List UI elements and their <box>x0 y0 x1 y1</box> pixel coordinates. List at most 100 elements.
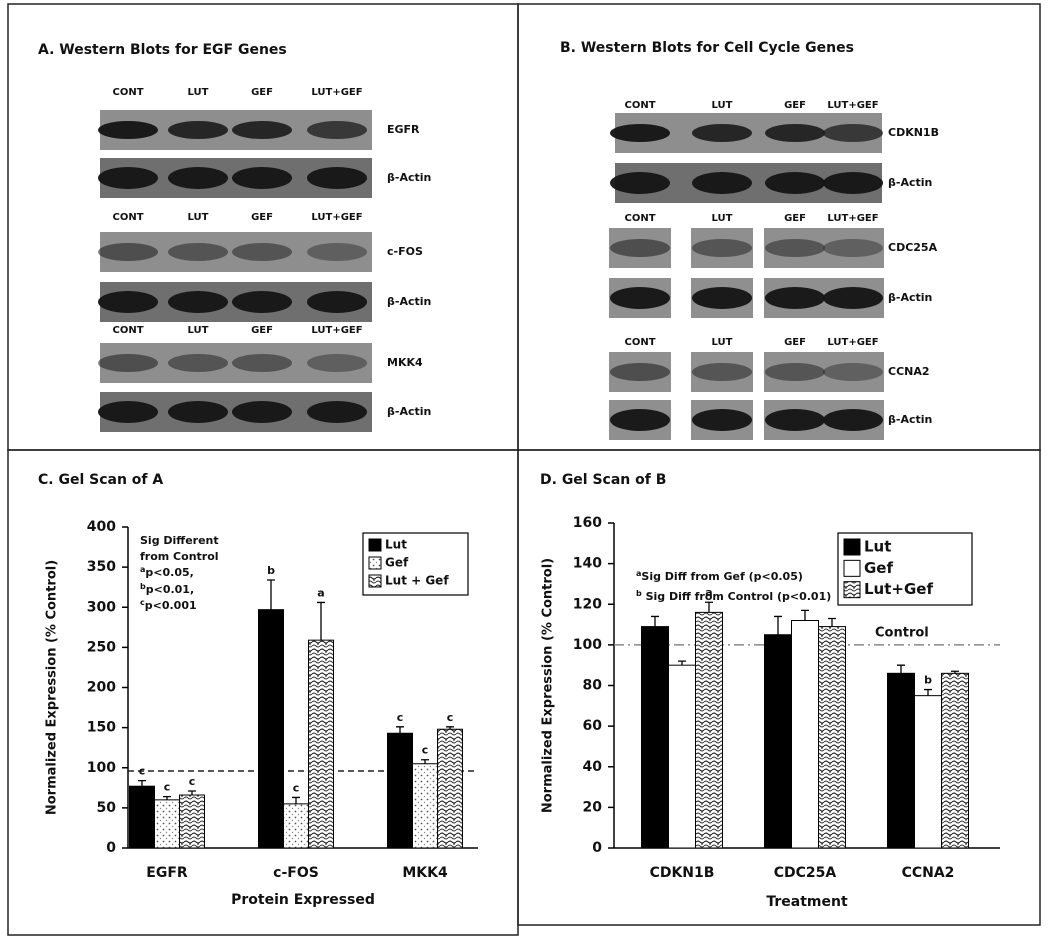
lane-label: LUT+GEF <box>311 87 362 98</box>
blot-band <box>307 401 367 423</box>
blot-band <box>610 409 670 431</box>
protein-label: MKK4 <box>387 356 423 369</box>
protein-label: β-Actin <box>387 171 431 184</box>
x-tick-label: CDC25A <box>774 865 837 881</box>
lane-label: GEF <box>251 325 273 336</box>
blot-band <box>823 172 883 194</box>
y-tick-label: 350 <box>87 559 116 575</box>
blot-band <box>168 354 228 372</box>
bar <box>412 763 438 849</box>
annotation-superscript: c <box>140 598 145 607</box>
blot-band <box>232 243 292 261</box>
bar <box>387 732 413 849</box>
bar <box>154 799 180 849</box>
blot-band <box>98 167 158 189</box>
y-tick-label: 200 <box>87 680 116 696</box>
lane-label: LUT <box>188 87 209 98</box>
blot-band <box>232 121 292 139</box>
blot-band <box>610 239 670 257</box>
annotation: bp<0.01, <box>140 582 194 597</box>
lane-label: LUT <box>188 212 209 223</box>
legend-swatch <box>368 538 382 552</box>
blot-band <box>232 354 292 372</box>
protein-label: β-Actin <box>387 295 431 308</box>
error-bar <box>828 617 836 627</box>
legend-swatch <box>843 559 861 577</box>
y-tick-label: 60 <box>583 718 603 734</box>
blot-lane <box>764 352 826 392</box>
error-bar <box>317 601 325 641</box>
lane-label: CONT <box>624 100 655 111</box>
annotation-superscript: a <box>636 569 641 578</box>
protein-label: β-Actin <box>888 413 932 426</box>
blot-band <box>168 121 228 139</box>
bar <box>791 620 819 849</box>
error-bar <box>774 615 782 635</box>
y-tick-label: 40 <box>583 759 603 775</box>
error-bar <box>801 609 809 621</box>
protein-label: c-FOS <box>387 245 423 258</box>
legend-swatch <box>368 556 382 570</box>
error-bar <box>651 615 659 627</box>
lane-label: LUT <box>712 213 733 224</box>
x-tick-label: CDKN1B <box>650 865 715 881</box>
y-tick-label: 120 <box>573 596 602 612</box>
blot-band <box>765 363 825 381</box>
annotation: cp<0.001 <box>140 598 197 613</box>
bar <box>818 626 846 849</box>
bar <box>129 785 155 849</box>
significance-label: c <box>397 711 404 724</box>
error-bar <box>705 601 713 613</box>
blot-band <box>765 172 825 194</box>
lane-label: CONT <box>112 87 143 98</box>
significance-label: c <box>447 711 454 724</box>
y-tick-label: 250 <box>87 639 116 655</box>
blot-band <box>232 291 292 313</box>
error-bar <box>396 726 404 734</box>
annotation: aSig Diff from Gef (p<0.05) <box>636 569 803 584</box>
blot-lane <box>691 228 753 268</box>
blot-band <box>98 243 158 261</box>
annotation-text: Sig Diff from Control (p<0.01) <box>642 590 832 603</box>
legend-label: Gef <box>864 559 893 577</box>
blot-lane <box>691 352 753 392</box>
legend-label: Lut+Gef <box>864 580 933 598</box>
blot-band <box>610 287 670 309</box>
y-tick-label: 400 <box>87 519 116 535</box>
bar <box>764 634 792 849</box>
annotation: b Sig Diff from Control (p<0.01) <box>636 589 831 604</box>
x-axis-label: Protein Expressed <box>231 892 375 908</box>
y-tick-label: 150 <box>87 720 116 736</box>
error-bar <box>188 790 196 796</box>
protein-label: β-Actin <box>387 405 431 418</box>
lane-label: GEF <box>251 87 273 98</box>
lane-label: LUT+GEF <box>827 213 878 224</box>
blot-band <box>823 409 883 431</box>
lane-label: CONT <box>112 212 143 223</box>
legend-label: Lut <box>864 538 891 556</box>
blot-lane <box>822 352 884 392</box>
blot-band <box>168 243 228 261</box>
blot-band <box>307 243 367 261</box>
blot-band <box>692 287 752 309</box>
error-bar <box>138 779 146 787</box>
y-tick-label: 100 <box>573 637 602 653</box>
blot-band <box>692 409 752 431</box>
blot-band <box>692 363 752 381</box>
y-tick-label: 0 <box>592 840 602 856</box>
annotation-superscript: a <box>140 565 145 574</box>
blot-band <box>307 354 367 372</box>
x-tick-label: EGFR <box>146 865 188 881</box>
error-bar <box>421 759 429 764</box>
panel-frame <box>517 449 1041 926</box>
lane-label: CONT <box>624 213 655 224</box>
bar <box>695 611 723 849</box>
bar <box>308 639 334 849</box>
bar <box>283 803 309 849</box>
blot-band <box>98 291 158 313</box>
bar <box>437 728 463 849</box>
annotation: Sig Different <box>140 534 219 547</box>
legend-label: Lut + Gef <box>385 574 449 588</box>
protein-label: CCNA2 <box>888 365 930 378</box>
